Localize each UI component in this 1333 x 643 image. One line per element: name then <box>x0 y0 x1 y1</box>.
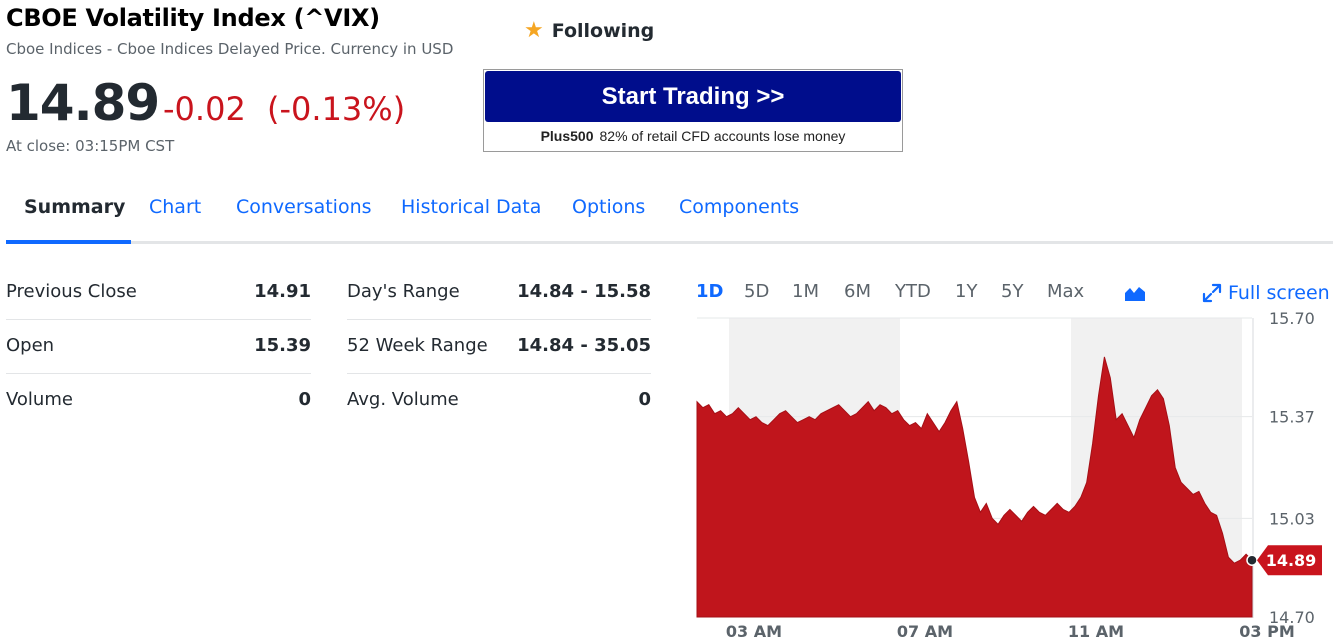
quote-subtitle: Cboe Indices - Cboe Indices Delayed Pric… <box>6 40 454 58</box>
close-time: At close: 03:15PM CST <box>6 137 175 155</box>
follow-button[interactable]: ★ Following <box>524 18 655 43</box>
quote-title: CBOE Volatility Index (^VIX) <box>6 4 380 32</box>
stat-label: Open <box>6 335 55 356</box>
stat-value: 14.84 - 15.58 <box>517 281 651 302</box>
range-1y[interactable]: 1Y <box>955 281 978 302</box>
stat-row-open: Open 15.39 <box>6 320 311 374</box>
fullscreen-button[interactable]: Full screen <box>1202 282 1330 304</box>
stat-value: 14.84 - 35.05 <box>517 335 651 356</box>
stat-value: 0 <box>638 389 651 410</box>
current-price-dot <box>1246 554 1258 566</box>
stat-value: 14.91 <box>254 281 311 302</box>
stat-label: Previous Close <box>6 281 137 302</box>
ad-banner[interactable]: Start Trading >> Plus500 82% of retail CF… <box>483 69 903 152</box>
x-tick-label: 07 AM <box>897 622 953 641</box>
price: 14.89 <box>6 74 160 132</box>
follow-label: Following <box>551 20 655 42</box>
x-tick-label: 11 AM <box>1068 622 1124 641</box>
tab-chart[interactable]: Chart <box>149 196 202 218</box>
stat-row-days-range: Day's Range 14.84 - 15.58 <box>347 266 651 320</box>
price-change-percent: (-0.13%) <box>267 90 406 128</box>
stat-value: 15.39 <box>254 335 311 356</box>
start-trading-button[interactable]: Start Trading >> <box>485 71 901 122</box>
y-tick-label: 15.70 <box>1269 309 1315 328</box>
y-tick-label: 14.70 <box>1269 608 1315 627</box>
expand-icon <box>1202 283 1222 303</box>
stat-value: 0 <box>298 389 311 410</box>
stat-row-avg-volume: Avg. Volume 0 <box>347 374 651 428</box>
x-tick-label: 03 PM <box>1239 622 1294 641</box>
ad-disclaimer: Plus500 82% of retail CFD accounts lose m… <box>484 128 902 144</box>
range-5d[interactable]: 5D <box>744 281 770 302</box>
quote-tabs: Summary Chart Conversations Historical D… <box>6 184 1333 244</box>
range-ytd[interactable]: YTD <box>895 281 931 302</box>
stat-label: Volume <box>6 389 73 410</box>
y-tick-label: 15.37 <box>1269 408 1315 427</box>
stat-row-previous-close: Previous Close 14.91 <box>6 266 311 320</box>
stat-label: Day's Range <box>347 281 460 302</box>
range-6m[interactable]: 6M <box>844 281 871 302</box>
stat-row-volume: Volume 0 <box>6 374 311 428</box>
price-change: -0.02 <box>163 90 246 128</box>
current-price-flag <box>1257 545 1322 576</box>
y-tick-label: 15.03 <box>1269 509 1315 528</box>
stat-label: Avg. Volume <box>347 389 459 410</box>
range-max[interactable]: Max <box>1047 281 1085 302</box>
tab-conversations[interactable]: Conversations <box>236 196 372 218</box>
current-price-label: 14.89 <box>1266 551 1317 570</box>
tab-historical-data[interactable]: Historical Data <box>401 196 542 218</box>
ad-disclaimer-text: 82% of retail CFD accounts lose money <box>599 128 846 144</box>
tab-summary[interactable]: Summary <box>24 196 126 218</box>
tab-options[interactable]: Options <box>572 196 646 218</box>
tab-components[interactable]: Components <box>679 196 800 218</box>
price-area-series <box>696 356 1253 618</box>
chart-type-button[interactable] <box>1124 284 1146 307</box>
fullscreen-label: Full screen <box>1228 282 1330 304</box>
mountain-chart-icon <box>1125 287 1145 301</box>
range-5y[interactable]: 5Y <box>1001 281 1024 302</box>
range-1m[interactable]: 1M <box>792 281 819 302</box>
ad-brand: Plus500 <box>540 128 594 144</box>
stat-label: 52 Week Range <box>347 335 488 356</box>
star-icon: ★ <box>524 18 544 43</box>
x-tick-label: 03 AM <box>726 622 782 641</box>
range-1d[interactable]: 1D <box>696 281 724 302</box>
active-tab-underline <box>6 240 131 244</box>
stat-row-52-week-range: 52 Week Range 14.84 - 35.05 <box>347 320 651 374</box>
